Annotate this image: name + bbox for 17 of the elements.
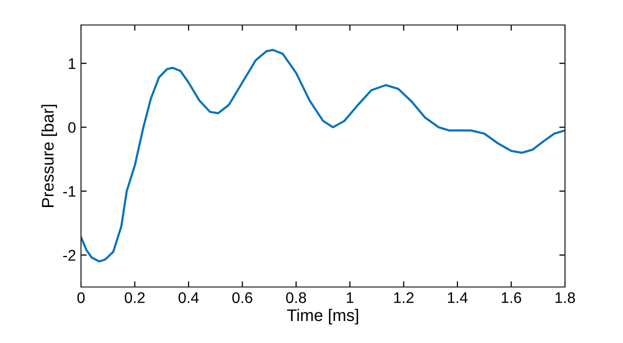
y-axis-title: Pressure [bar] — [41, 104, 57, 207]
x-tick-label: 1.6 — [502, 292, 522, 304]
x-tick-label: 0.8 — [286, 292, 306, 304]
x-tick-label: 0 — [77, 292, 85, 304]
x-tick-label: 1.2 — [394, 292, 414, 303]
x-tick-label: 1.4 — [448, 292, 468, 303]
y-tick-label: 1 — [68, 58, 76, 69]
x-tick-label: 0.4 — [178, 292, 199, 304]
y-tick-label: 0 — [68, 122, 76, 133]
y-tick-label: -2 — [63, 250, 76, 261]
y-tick-label: -1 — [63, 186, 76, 197]
x-axis-title: Time [ms] — [287, 308, 358, 324]
line-series — [81, 48, 565, 262]
x-tick-label: 1.8 — [556, 292, 575, 304]
x-tick-label: 0.2 — [124, 292, 145, 304]
x-tick-label: 0.6 — [232, 292, 252, 304]
x-tick-label: 1 — [346, 292, 354, 303]
